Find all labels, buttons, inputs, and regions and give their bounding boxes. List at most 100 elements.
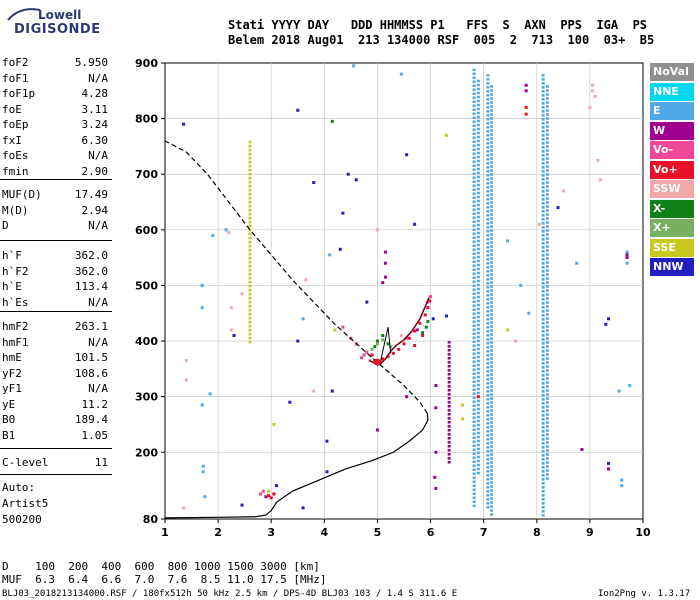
echo-point-nnw [275,484,279,488]
echo-mark-e [541,466,545,469]
echo-mark-e [545,417,549,420]
echo-mark-e [545,113,549,116]
echo-mark-e [472,152,476,156]
echo-mark-e [545,161,549,164]
echo-mark-e [472,336,476,340]
echo-mark-e [476,327,480,331]
echo-mark-e [476,311,480,315]
echo-mark-e [490,405,494,408]
echo-mark-e [545,137,549,140]
echo-point-e [620,478,624,482]
echo-point-nnw [325,439,329,443]
echo-point-nnw [606,461,610,465]
echo-point-e [625,250,629,254]
echo-mark-e [490,121,494,124]
echo-mark-e [486,234,490,237]
param-value-yf1: N/A [88,382,108,395]
echo-mark-e [486,414,490,417]
echo-point-w [383,275,387,279]
echo-mark-e [472,100,476,104]
echo-mark-e [545,205,549,208]
echo-point-vo- [267,494,271,498]
plot-frame [164,62,644,520]
echo-point-w [383,261,387,265]
echo-mark-e [541,286,545,289]
echo-mark-e [490,473,494,476]
echo-mark-e [472,300,476,304]
echo-point-vo- [413,343,417,347]
echo-mark-e [486,78,490,81]
echo-mark-e [545,181,549,184]
echo-mark-e [545,273,549,276]
echo-mark-e [545,173,549,176]
echo-point-w [415,328,419,332]
echo-mark-e [476,319,480,323]
echo-point-e [575,261,579,265]
echo-mark-e [476,355,480,359]
echo-mark-e [476,467,480,471]
echo-mark-e [545,449,549,452]
echo-mark-e [476,91,480,95]
echo-mark-e [472,96,476,100]
echo-mark-e [472,328,476,332]
echo-mark-e [486,442,490,445]
echo-mark-w [447,437,451,440]
echo-mark-e [486,74,490,77]
echo-mark-w [447,413,451,416]
echo-mark-e [472,396,476,400]
echo-point-ssw [593,94,597,98]
echo-mark-e [472,80,476,84]
echo-mark-e [490,177,494,180]
echo-mark-e [472,472,476,476]
echo-mark-e [490,241,494,244]
echo-point-nnw [444,314,448,318]
echo-mark-e [541,150,545,153]
echo-mark-e [490,253,494,256]
echo-mark-e [490,89,494,92]
echo-mark-e [541,186,545,189]
echo-mark-e [486,374,490,377]
echo-mark-e [490,201,494,204]
echo-mark-e [545,141,549,144]
echo-point-nnw [606,317,610,321]
echo-mark-e [486,474,490,477]
echo-mark-e [545,385,549,388]
echo-mark-e [545,325,549,328]
echo-mark-e [490,313,494,316]
echo-mark-sse [248,248,252,252]
echo-mark-e [472,356,476,360]
echo-mark-e [486,486,490,489]
echo-mark-e [541,358,545,361]
echo-point-vo- [261,489,265,493]
echo-mark-e [545,285,549,288]
echo-mark-e [541,210,545,213]
echo-mark-e [472,224,476,228]
echo-mark-e [486,118,490,121]
echo-mark-e [541,138,545,141]
auto-artist: Artist5 [2,497,49,510]
param-name-yf1: yF1 [2,382,22,395]
echo-point-ssw [229,328,233,332]
echo-mark-e [541,222,545,225]
echo-point-ssw [514,339,518,343]
echo-point-e [201,464,205,468]
echo-mark-e [486,422,490,425]
x-tick-label: 3 [267,526,275,539]
echo-mark-sse [248,264,252,268]
echo-mark-e [476,235,480,239]
echo-mark-e [545,201,549,204]
echo-point-w [375,428,379,432]
echo-point-ssw [599,178,603,182]
echo-mark-e [541,162,545,165]
echo-mark-e [476,275,480,279]
echo-mark-e [476,303,480,307]
echo-mark-e [490,113,494,116]
param-value-fof1: N/A [88,71,108,85]
echo-mark-e [486,358,490,361]
echo-mark-e [545,105,549,108]
echo-point-vo- [427,299,431,303]
echo-mark-e [486,258,490,261]
param-value-fof2: 5.950 [74,56,108,69]
legend-item-nne: NNE [650,82,694,101]
echo-mark-e [476,287,480,291]
